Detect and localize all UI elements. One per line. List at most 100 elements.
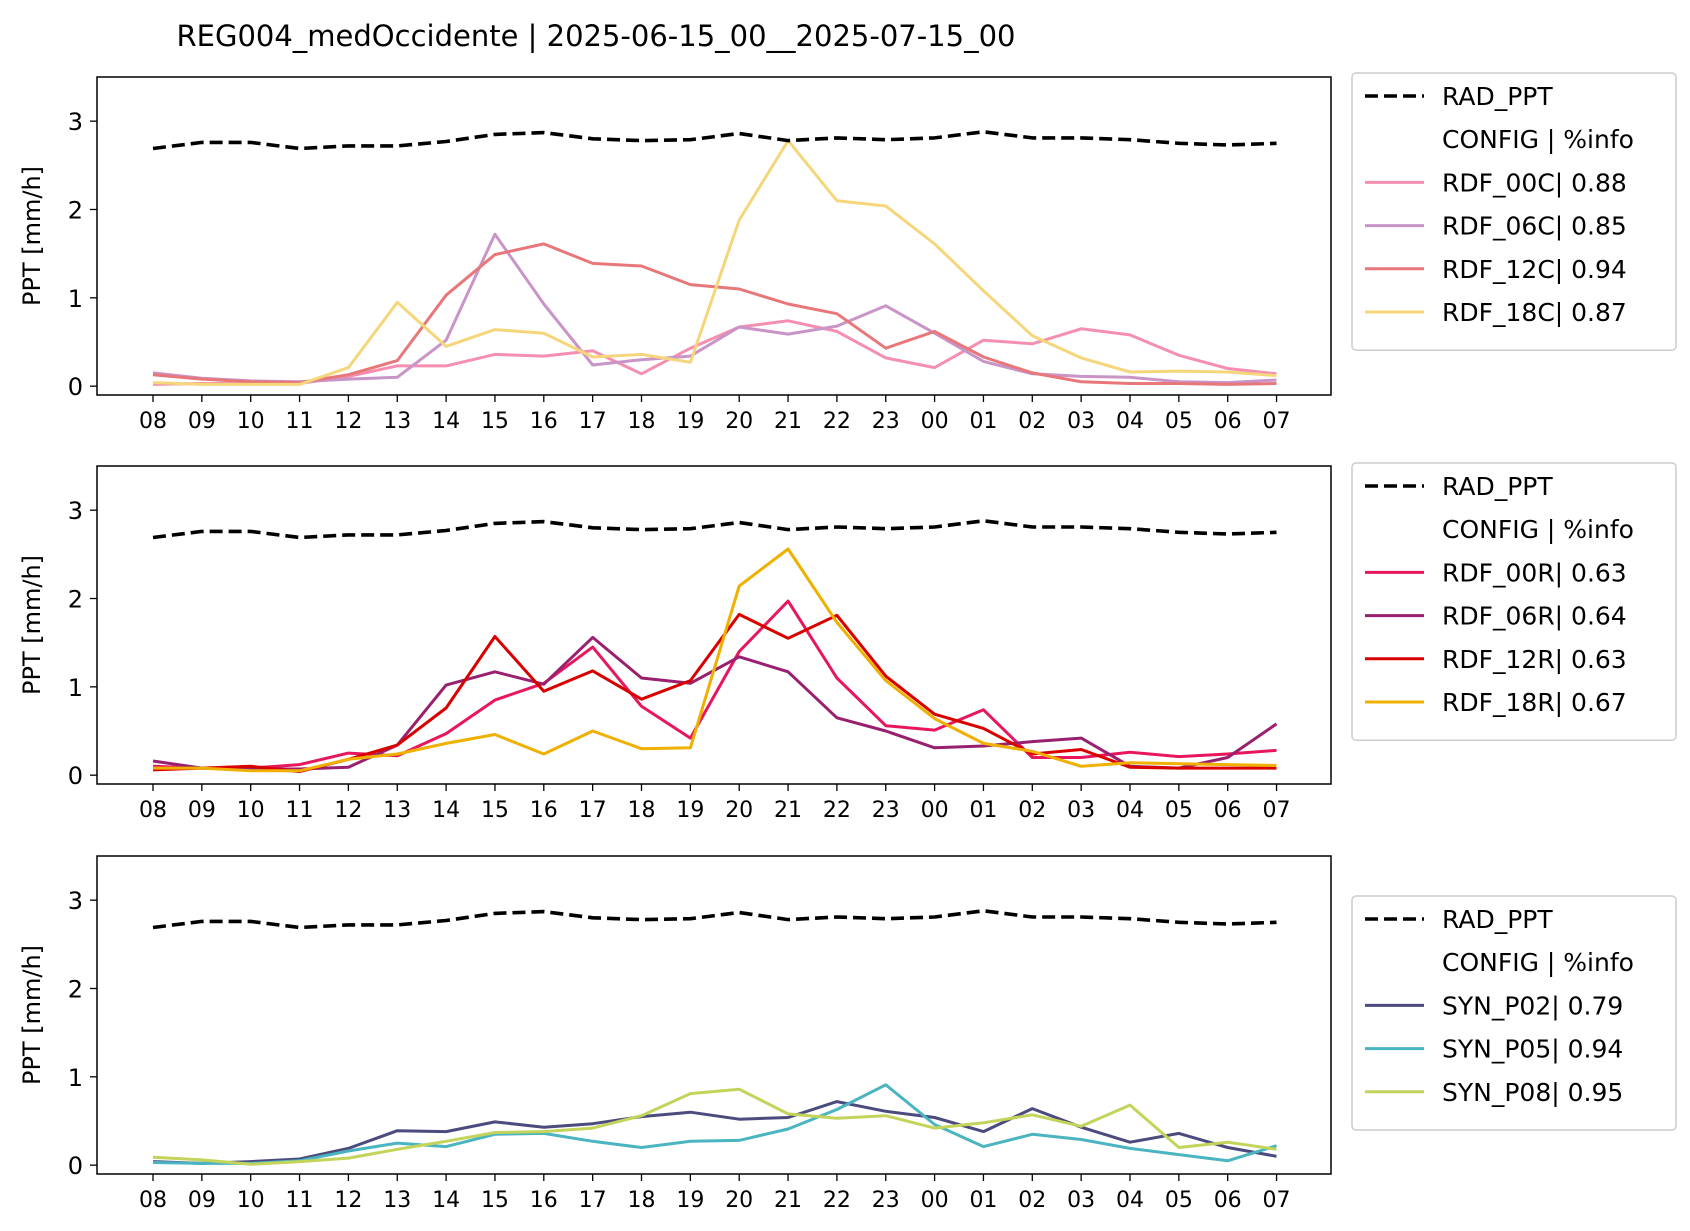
x-tick-label: 18: [628, 1188, 656, 1213]
x-tick-label: 12: [334, 798, 362, 823]
x-tick-label: 03: [1067, 798, 1095, 823]
series-line-rdf-18r: [153, 547, 1277, 773]
x-tick-label: 09: [188, 409, 216, 434]
x-tick-label: 07: [1263, 409, 1291, 434]
series-line-rad-ppt: [152, 908, 1277, 930]
y-axis-label: PPT [mm/h]: [18, 945, 46, 1085]
legend-label: RDF_18C| 0.87: [1442, 298, 1627, 327]
legend-label: RAD_PPT: [1442, 82, 1553, 111]
y-tick-label: 2: [68, 586, 83, 614]
x-tick-label: 15: [481, 409, 509, 434]
legend-label: RAD_PPT: [1442, 905, 1553, 934]
x-tick-label: 15: [481, 798, 509, 823]
x-tick-label: 12: [334, 409, 362, 434]
legend-header: CONFIG | %info: [1442, 125, 1634, 154]
x-tick-label: 02: [1018, 409, 1046, 434]
x-tick-label: 11: [286, 798, 314, 823]
plot-frame: [96, 855, 1332, 1175]
x-tick-label: 04: [1116, 798, 1144, 823]
x-tick-label: 11: [286, 1188, 314, 1213]
x-tick-label: 21: [774, 798, 802, 823]
x-tick-label: 21: [774, 1188, 802, 1213]
x-tick-label: 08: [139, 409, 167, 434]
x-tick-label: 21: [774, 409, 802, 434]
x-tick-label: 17: [579, 409, 607, 434]
x-tick-label: 22: [823, 1188, 851, 1213]
series-line-rad-ppt: [152, 518, 1277, 540]
x-tick-label: 18: [628, 409, 656, 434]
legend-label: RAD_PPT: [1442, 472, 1553, 501]
x-tick-label: 10: [237, 409, 265, 434]
series-line-rdf-06r: [152, 635, 1278, 771]
x-tick-label: 15: [481, 1188, 509, 1213]
x-tick-label: 10: [237, 1188, 265, 1213]
x-tick-label: 00: [921, 409, 949, 434]
x-tick-label: 13: [383, 798, 411, 823]
x-tick-label: 06: [1214, 1188, 1242, 1213]
plot-frame: [96, 76, 1332, 396]
series-line-syn-p02: [152, 1100, 1277, 1165]
x-tick-label: 01: [969, 1188, 997, 1213]
y-tick-label: 2: [68, 197, 83, 225]
x-tick-label: 09: [188, 1188, 216, 1213]
series-line-rdf-00c: [152, 319, 1277, 386]
legend-frame: [1351, 72, 1677, 351]
x-tick-label: 18: [628, 798, 656, 823]
x-tick-label: 17: [579, 1188, 607, 1213]
legend-frame: [1351, 895, 1677, 1131]
legend: RAD_PPT CONFIG | %info RDF_00R| 0.63 RDF_06…: [1351, 462, 1677, 741]
legend-header: CONFIG | %info: [1442, 948, 1634, 977]
x-tick-label: 22: [823, 798, 851, 823]
x-tick-label: 04: [1116, 1188, 1144, 1213]
x-tick-label: 22: [823, 409, 851, 434]
x-tick-label: 23: [872, 409, 900, 434]
x-tick-label: 16: [530, 409, 558, 434]
x-tick-label: 16: [530, 798, 558, 823]
legend-label: SYN_P05| 0.94: [1442, 1035, 1623, 1064]
x-tick-label: 08: [139, 1188, 167, 1213]
y-axis-label: PPT [mm/h]: [18, 555, 46, 695]
x-tick-label: 08: [139, 798, 167, 823]
x-tick-label: 14: [432, 1188, 460, 1213]
x-tick-label: 06: [1214, 798, 1242, 823]
x-tick-label: 02: [1018, 798, 1046, 823]
plot-frame: [96, 465, 1332, 785]
y-tick-label: 3: [68, 108, 83, 136]
figure-title: REG004_medOccidente | 2025-06-15_00__202…: [177, 19, 1016, 53]
legend-label: SYN_P08| 0.95: [1442, 1078, 1623, 1107]
x-tick-label: 20: [725, 798, 753, 823]
x-tick-label: 19: [676, 1188, 704, 1213]
x-tick-label: 14: [432, 409, 460, 434]
y-tick-label: 0: [68, 762, 83, 790]
x-tick-label: 03: [1067, 1188, 1095, 1213]
x-tick-label: 05: [1165, 1188, 1193, 1213]
x-tick-label: 13: [383, 1188, 411, 1213]
x-tick-label: 09: [188, 798, 216, 823]
x-tick-label: 00: [921, 1188, 949, 1213]
x-tick-label: 00: [921, 798, 949, 823]
y-tick-label: 1: [68, 285, 83, 313]
y-tick-label: 2: [68, 976, 83, 1004]
series-line-rdf-00r: [152, 599, 1277, 770]
y-tick-label: 3: [68, 497, 83, 525]
x-tick-label: 23: [872, 1188, 900, 1213]
x-tick-label: 01: [969, 798, 997, 823]
y-axis-label: PPT [mm/h]: [18, 166, 46, 306]
x-tick-label: 06: [1214, 409, 1242, 434]
series-line-syn-p08: [152, 1087, 1277, 1166]
x-tick-label: 04: [1116, 409, 1144, 434]
x-tick-label: 11: [286, 409, 314, 434]
x-tick-label: 07: [1263, 798, 1291, 823]
legend: RAD_PPT CONFIG | %info SYN_P02| 0.79 SYN_P0…: [1351, 895, 1677, 1131]
x-tick-label: 05: [1165, 798, 1193, 823]
legend-label: RDF_06C| 0.85: [1442, 212, 1627, 241]
series-line-rdf-18c: [152, 139, 1277, 386]
y-tick-label: 0: [68, 373, 83, 401]
legend-label: RDF_12R| 0.63: [1442, 645, 1627, 674]
x-tick-label: 19: [676, 798, 704, 823]
x-tick-label: 12: [334, 1188, 362, 1213]
legend-label: RDF_06R| 0.64: [1442, 602, 1627, 631]
